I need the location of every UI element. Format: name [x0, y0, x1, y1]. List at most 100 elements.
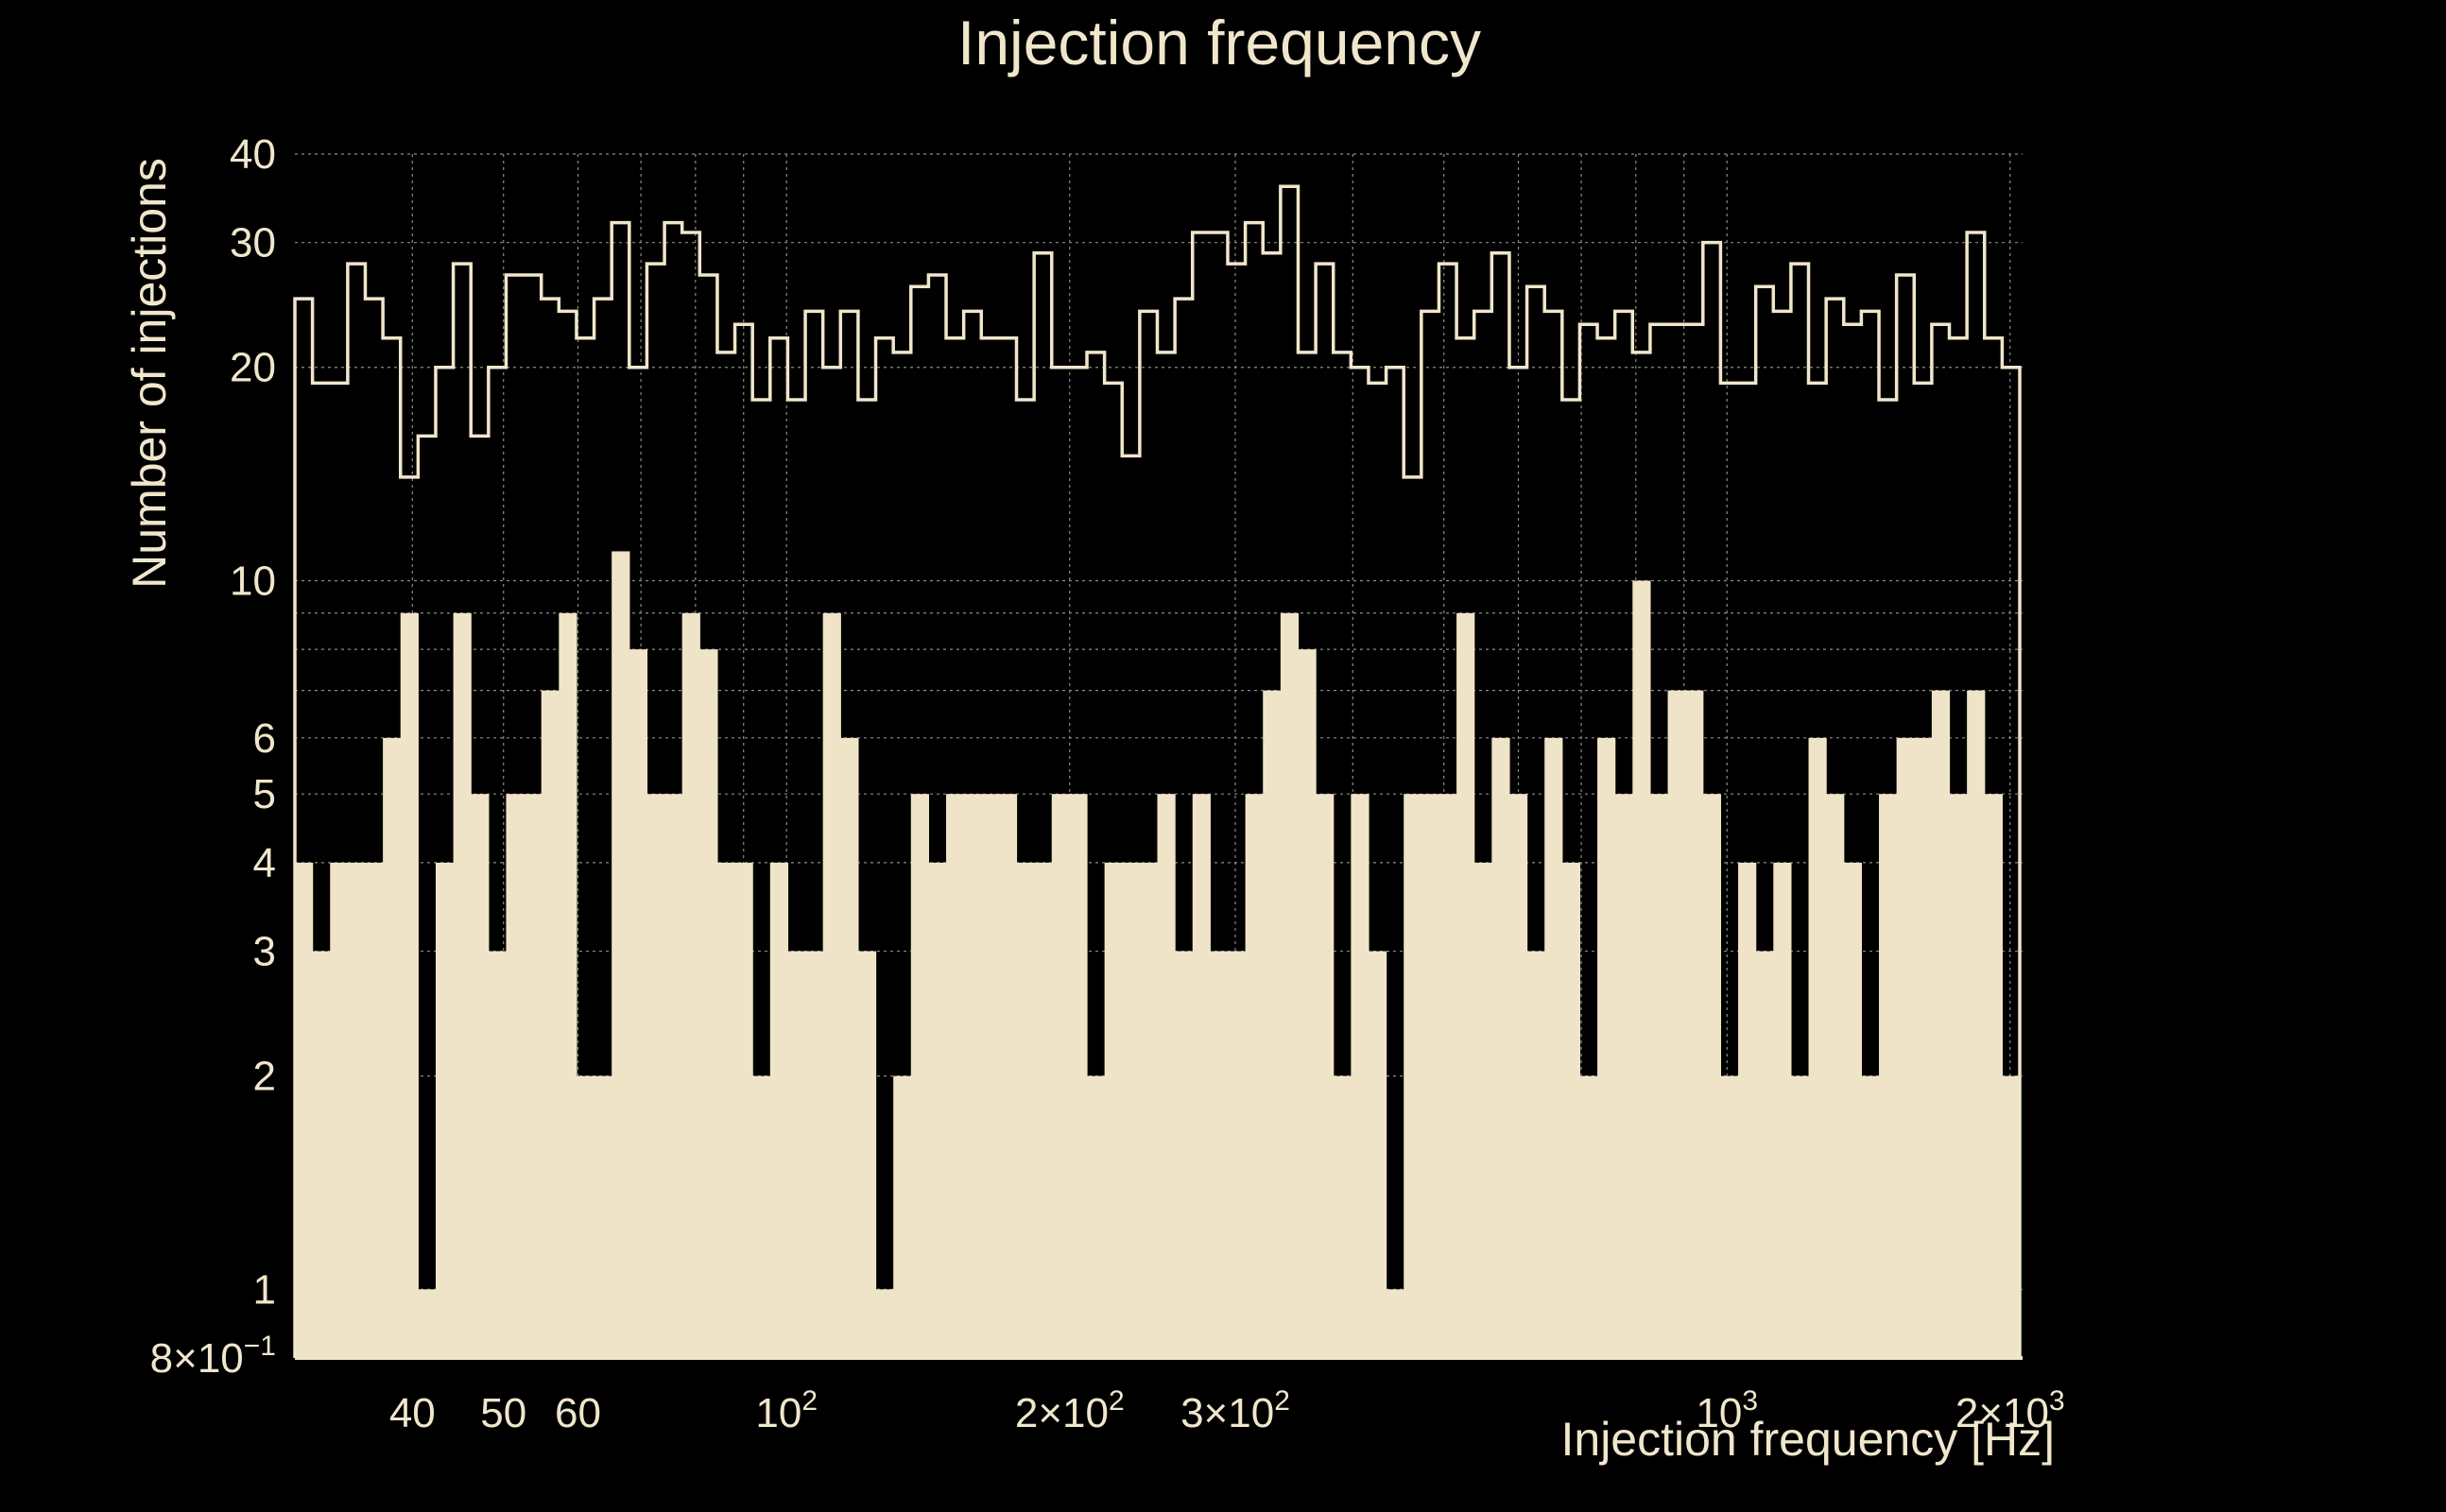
histogram-bar — [1879, 794, 1898, 1358]
histogram-bar — [1632, 580, 1651, 1358]
histogram-bar — [1949, 794, 1968, 1358]
histogram-bar — [524, 794, 543, 1358]
histogram-bar — [1316, 794, 1335, 1358]
histogram-bar — [295, 862, 314, 1358]
filled-histogram-series — [295, 551, 2021, 1358]
histogram-bar — [1069, 794, 1088, 1358]
histogram-bar — [435, 862, 455, 1358]
histogram-bar — [629, 649, 648, 1358]
histogram-bar — [1368, 951, 1387, 1358]
histogram-bar — [330, 862, 349, 1358]
histogram-bar — [716, 862, 736, 1358]
histogram-bar — [963, 794, 982, 1358]
y-tick-label: 40 — [230, 131, 276, 178]
histogram-bar — [1508, 794, 1528, 1358]
histogram-bar — [1298, 649, 1317, 1358]
histogram-bar — [1649, 794, 1669, 1358]
histogram-bar — [612, 551, 630, 1358]
histogram-bar — [1263, 690, 1282, 1358]
histogram-bar — [646, 794, 665, 1358]
histogram-bar — [981, 794, 1000, 1358]
histogram-bar — [1526, 951, 1545, 1358]
histogram-bar — [769, 862, 789, 1358]
histogram-bar — [541, 690, 560, 1358]
y-axis-label: Number of injections — [123, 158, 176, 589]
histogram-bar — [1967, 690, 1986, 1358]
y-tick-label: 3 — [253, 929, 276, 975]
histogram-bar — [1087, 1075, 1106, 1358]
y-tick-label: 4 — [253, 840, 276, 886]
histogram-bar — [1826, 794, 1845, 1358]
histogram-bar — [840, 737, 859, 1358]
histogram-bar — [1773, 862, 1792, 1358]
outline-histogram-series — [293, 184, 2022, 1358]
histogram-bar — [1333, 1075, 1352, 1358]
histogram-bar — [752, 1075, 771, 1358]
histogram-bar — [383, 737, 402, 1358]
x-tick-label: 3×102 — [1180, 1385, 1290, 1436]
histogram-bar — [875, 1289, 894, 1358]
histogram-bar — [576, 1075, 595, 1358]
histogram-bar — [347, 862, 367, 1358]
x-tick-label: 102 — [755, 1385, 818, 1436]
histogram-bar — [1579, 1075, 1598, 1358]
histogram-bar — [1139, 862, 1159, 1358]
histogram-bar — [1421, 794, 1440, 1358]
x-axis-label: Injection frequency [Hz] — [1561, 1413, 2056, 1466]
histogram-bar — [312, 951, 331, 1358]
histogram-bar — [1192, 794, 1211, 1358]
histogram-bar — [1404, 794, 1422, 1358]
y-tick-label: 1 — [253, 1266, 276, 1313]
y-tick-label: 6 — [253, 715, 276, 762]
x-tick-label: 60 — [555, 1390, 601, 1436]
histogram-bar — [910, 794, 930, 1358]
y-tick-label: 2 — [253, 1054, 276, 1100]
histogram-bar — [453, 612, 472, 1358]
histogram-bar — [805, 951, 824, 1358]
histogram-bar — [1702, 794, 1722, 1358]
x-tick-label: 2×102 — [1015, 1385, 1125, 1436]
histogram-bar — [1210, 951, 1229, 1358]
histogram-bar — [928, 862, 947, 1358]
histogram-bar — [1755, 951, 1774, 1358]
histogram-bar — [1843, 862, 1862, 1358]
histogram-bar — [1720, 1075, 1739, 1358]
x-tick-label: 40 — [389, 1390, 436, 1436]
histogram-bar — [400, 612, 419, 1358]
histogram-bar — [506, 794, 525, 1358]
y-tick-label: 8×10−1 — [150, 1331, 276, 1382]
histogram-bar — [1473, 862, 1492, 1358]
histogram-bar — [734, 862, 753, 1358]
histogram-bar — [1614, 794, 1633, 1358]
histogram-bar — [1808, 737, 1827, 1358]
histogram-bar — [1561, 862, 1581, 1358]
histogram-bar — [1438, 794, 1457, 1358]
histogram-bar — [488, 951, 508, 1358]
histogram-bar — [1544, 737, 1563, 1358]
histogram-bar — [1491, 737, 1510, 1358]
x-tick-label: 2×103 — [1955, 1385, 2065, 1436]
histogram-bar — [1351, 794, 1369, 1358]
y-tick-labels: 8×10−1 1 2 3 4 5 6 10 20 30 40 — [150, 131, 276, 1382]
histogram-bar — [946, 794, 965, 1358]
histogram-bar — [1914, 737, 1933, 1358]
x-tick-label: 50 — [480, 1390, 526, 1436]
histogram-bar — [2002, 1075, 2021, 1358]
histogram-bar — [1034, 862, 1053, 1358]
histogram-bar — [365, 862, 384, 1358]
histogram-bar — [1122, 862, 1141, 1358]
histogram-bar — [1051, 794, 1070, 1358]
histogram-bar — [1667, 690, 1686, 1358]
histogram-bar — [559, 612, 577, 1358]
histogram-bar — [594, 1075, 612, 1358]
histogram-bar — [1280, 612, 1300, 1358]
histogram-bar — [1685, 690, 1704, 1358]
histogram-bar — [1016, 862, 1035, 1358]
histogram-bar — [787, 951, 806, 1358]
histogram-bar — [1861, 1075, 1880, 1358]
histogram-bar — [664, 794, 683, 1358]
histogram-bar — [1456, 612, 1475, 1358]
histogram-bar — [1227, 951, 1247, 1358]
x-tick-label: 103 — [1696, 1385, 1758, 1436]
